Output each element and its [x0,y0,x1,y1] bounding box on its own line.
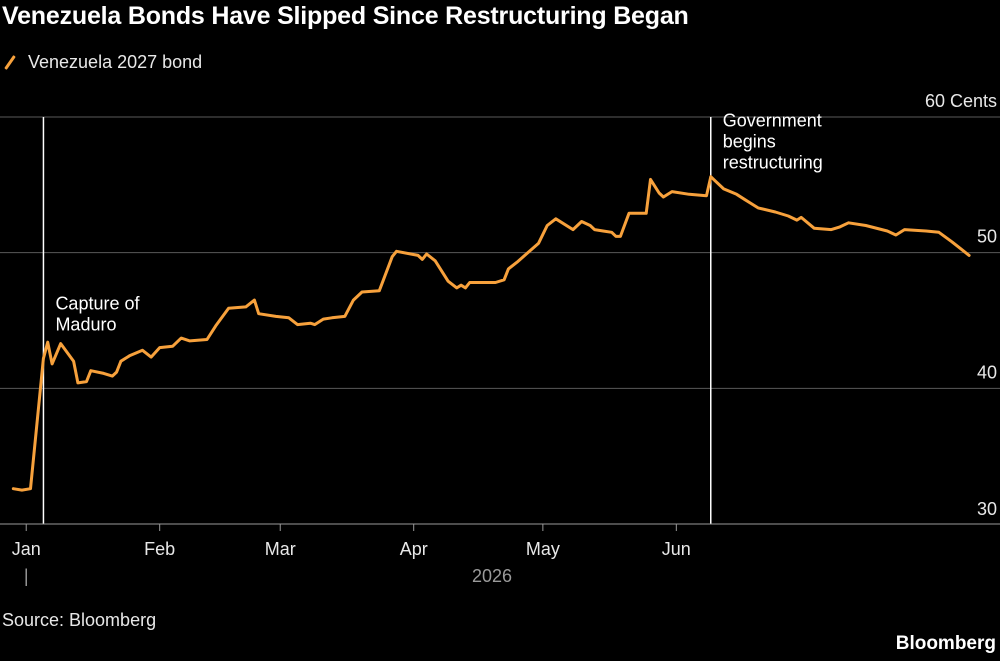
x-tick-label: Apr [400,539,428,559]
source-note: Source: Bloomberg [2,610,157,630]
annotation-label: Government begins restructuring [723,110,823,172]
series-line [11,175,971,492]
x-tick-label: Feb [144,539,175,559]
bloomberg-logo: Bloomberg [895,633,996,654]
series-layer [11,175,971,492]
x-tick-label: May [526,539,560,559]
gridlines [0,116,1000,389]
year-label: 2026 [472,566,512,586]
y-tick-label: 40 [977,362,997,382]
chart-title: Venezuela Bonds Have Slipped Since Restr… [2,2,689,30]
x-tick-label: Mar [265,539,296,559]
legend: Venezuela 2027 bond [2,52,202,73]
annotation-label-line: Government [723,110,822,130]
y-tick-label: 50 [977,227,997,247]
year-marker: | [24,566,29,586]
axes: 60 Cents 50 40 30 Jan Feb Mar Apr May Jun | 2026 [0,91,1000,586]
annotations: Capture of Maduro Government begins restruct… [42,110,823,524]
x-tick-label: Jan [12,539,41,559]
annotation-label-line: Capture of [55,294,140,314]
annotation-label-line: Maduro [55,315,116,335]
x-tick-label: Jun [662,539,691,559]
annotation-label-line: restructuring [723,152,823,172]
y-tick-label: 60 Cents [925,91,997,111]
legend-label: Venezuela 2027 bond [28,52,203,72]
y-tick-label: 30 [977,499,997,519]
annotation-label-line: begins [723,131,776,151]
annotation-label: Capture of Maduro [55,294,140,335]
